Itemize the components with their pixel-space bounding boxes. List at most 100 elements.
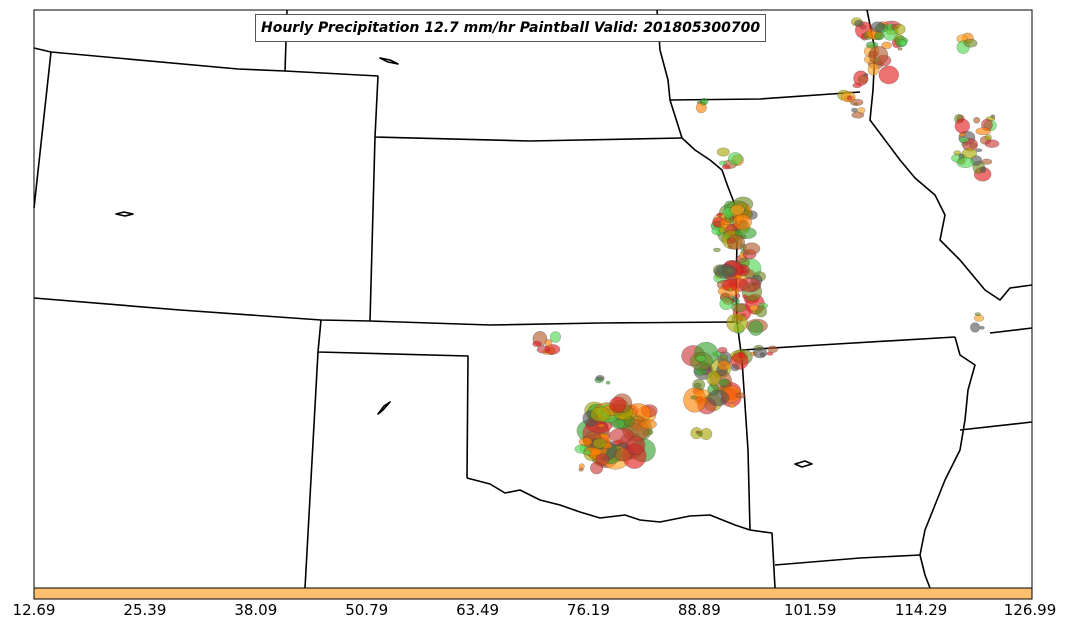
paintball-blob [728, 402, 736, 408]
paintball-blob [868, 45, 889, 65]
boundary-wy-co [33, 297, 371, 322]
colorbar-tick: 63.49 [456, 601, 500, 619]
paintball-blob [857, 107, 866, 114]
paintball-blob [981, 158, 993, 165]
paintball-blob [857, 75, 869, 84]
paintball-blob [713, 247, 721, 253]
colorbar-ticks: 12.69 25.39 38.09 50.79 63.49 76.19 88.8… [0, 601, 1070, 625]
paintball-blob [716, 212, 723, 218]
paintball-blob [707, 389, 730, 407]
paintball-blob [690, 395, 698, 400]
paintball-blob [847, 95, 852, 101]
paintball-blob [590, 406, 611, 423]
paintball-blob [726, 234, 745, 250]
paintball-blob [865, 41, 879, 49]
paintball-blob [544, 339, 553, 348]
colorbar [33, 587, 1033, 600]
colorbar-tick: 12.69 [12, 601, 56, 619]
paintball-blob [863, 73, 869, 77]
paintball-blob [544, 344, 561, 355]
paintball-blob [727, 152, 743, 166]
paintball-blob [730, 363, 740, 372]
paintball-blob [697, 431, 703, 437]
paintball-blob [716, 147, 730, 157]
paintball-blob [719, 297, 734, 311]
paintball-blob [718, 227, 726, 234]
lake-new-mexico [377, 401, 391, 415]
paintball-blob [589, 461, 604, 475]
lake-arkansas [794, 460, 813, 468]
paintball-blob [961, 147, 978, 160]
paintball-blob [609, 396, 627, 413]
paintball-blob [700, 97, 709, 105]
paintball-blob [759, 352, 766, 357]
paintball-blob [717, 360, 731, 371]
colorbar-tick: 25.39 [123, 601, 167, 619]
paintball-blob [984, 139, 1000, 148]
lake-colorado [115, 211, 134, 217]
colorbar-tick: 76.19 [566, 601, 610, 619]
paintball-blob [881, 41, 892, 50]
colorbar-tick: 88.89 [677, 601, 721, 619]
boundary-tx-la [749, 529, 776, 589]
paintball-blob [726, 313, 748, 333]
paintball-blob [626, 435, 646, 455]
boundary-ms-al [959, 421, 1033, 431]
paintball-blob [870, 21, 885, 33]
paintball-blob [867, 62, 880, 76]
boundary-ks-ok [369, 320, 736, 326]
boundary-co-nm [317, 319, 469, 479]
paintball-blob [975, 127, 991, 136]
paintball-blob [683, 387, 707, 413]
boundary-ia-mn [669, 91, 861, 101]
paintball-blob [742, 242, 761, 255]
boundary-ar-la [774, 554, 921, 566]
paintball-blob [583, 449, 592, 456]
paintball-blob [690, 427, 703, 440]
paintball-blob [755, 305, 768, 318]
paintball-blob [734, 274, 742, 280]
boundary-ne-ks [369, 136, 376, 322]
paintball-blob [963, 38, 978, 48]
boundary-mississippi-south [919, 336, 976, 589]
boundary-ok-ar [736, 321, 751, 531]
colorbar-tick: 101.59 [783, 601, 837, 619]
paintball-blob [849, 98, 864, 106]
boundary-mississippi [866, 9, 1033, 301]
paintball-blob [549, 331, 561, 343]
paintball-blob [852, 82, 862, 89]
boundary-nm-az [304, 351, 319, 589]
paintball-blob [718, 378, 730, 387]
paintball-blob [851, 107, 858, 113]
paintball-blob [975, 148, 983, 153]
paintball-blob [578, 463, 585, 470]
paintball-blob [721, 164, 731, 170]
paintball-blob [731, 303, 747, 313]
paintball-blob [897, 47, 903, 51]
paintball-blob [851, 111, 865, 119]
paintball-blob [749, 304, 759, 312]
paintball-blobs [532, 17, 1000, 475]
paintball-blob [532, 340, 542, 348]
boundary-wy-west [33, 51, 52, 209]
paintball-blob [974, 312, 981, 317]
paintball-blob [984, 134, 992, 141]
boundary-ok-tx [466, 477, 751, 531]
paintball-blob [727, 287, 733, 292]
boundary-tn-ky [989, 327, 1033, 334]
colorbar-tick: 114.29 [894, 601, 948, 619]
paintball-blob [592, 438, 607, 449]
map-frame [33, 9, 1033, 589]
boundary-wy-north [33, 9, 288, 72]
paintball-blob [897, 39, 908, 47]
paintball-blob [954, 118, 970, 134]
paintball-blob [980, 166, 987, 173]
lake-north [379, 57, 399, 65]
paintball-blob [733, 214, 752, 231]
paintball-blob [748, 320, 764, 336]
paintball-blob [609, 427, 635, 444]
paintball-blob [956, 157, 975, 168]
paintball-blob [730, 204, 745, 216]
paintball-blob [979, 325, 985, 330]
